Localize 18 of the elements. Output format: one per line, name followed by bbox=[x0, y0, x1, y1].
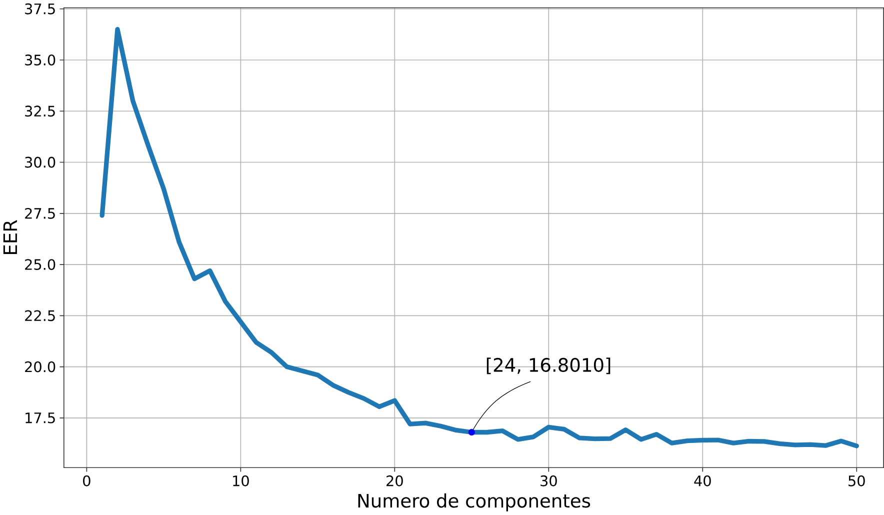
x-tick-label: 10 bbox=[233, 476, 249, 486]
x-tick-label: 40 bbox=[694, 476, 711, 486]
y-tick-label: 35.0 bbox=[25, 54, 56, 66]
x-tick-label: 30 bbox=[540, 476, 557, 486]
y-tick-label: 30.0 bbox=[25, 156, 56, 168]
y-axis-title: EER bbox=[3, 220, 17, 254]
x-axis-title: Numero de componentes bbox=[358, 494, 590, 512]
x-tick-label: 50 bbox=[848, 476, 865, 486]
y-tick-label: 17.5 bbox=[26, 412, 55, 424]
y-tick-label: 25.0 bbox=[25, 259, 56, 270]
y-tick-label: 32.5 bbox=[25, 106, 55, 117]
y-tick-label: 37.5 bbox=[25, 4, 55, 14]
y-tick-label: 20.0 bbox=[25, 361, 56, 372]
annotation: [24, 16.8010] bbox=[486, 358, 610, 374]
y-tick-label: 27.5 bbox=[25, 208, 55, 219]
x-tick-label: 0 bbox=[83, 476, 90, 486]
y-tick-label: 22.5 bbox=[25, 310, 55, 322]
x-tick-label: 20 bbox=[386, 476, 403, 486]
